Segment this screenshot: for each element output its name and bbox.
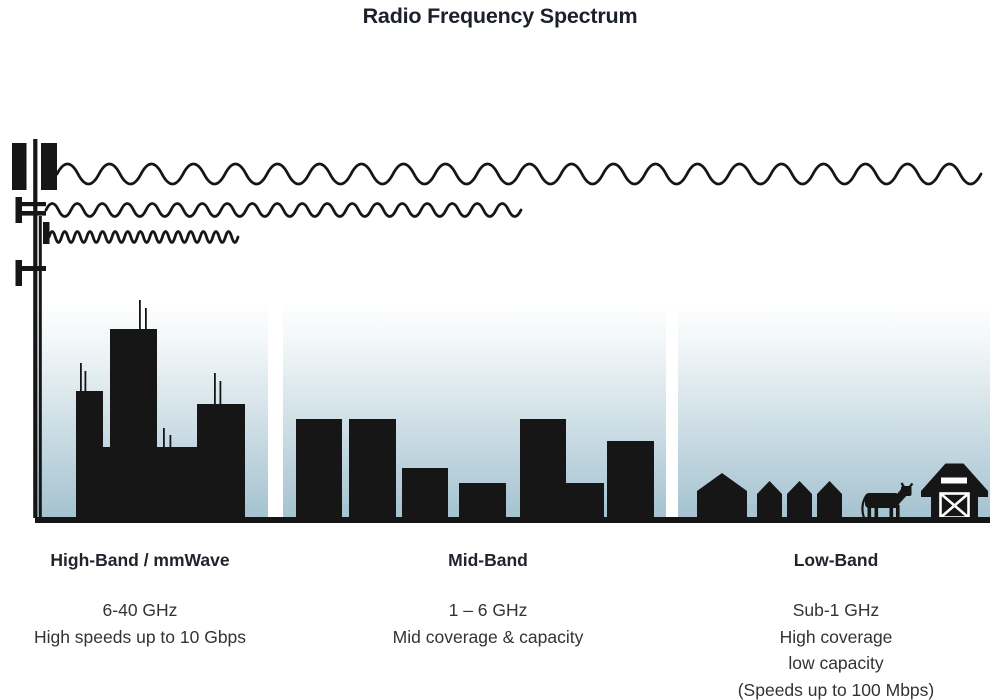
band-detail-line: Mid coverage & capacity xyxy=(392,626,584,647)
band-label-low-band: Low-Band Sub-1 GHz High coverage low capac… xyxy=(691,549,981,700)
band-details: Sub-1 GHz High coverage low capacity (Speed… xyxy=(691,597,981,700)
high-band-buildings xyxy=(76,300,245,519)
mid-band-sky xyxy=(283,302,666,519)
band-label-mid-band: Mid-Band 1 – 6 GHz Mid coverage & capacit… xyxy=(363,549,613,650)
building-antenna xyxy=(84,371,87,392)
ground-line xyxy=(35,517,990,523)
band-detail-line: 6-40 GHz xyxy=(102,600,178,620)
radio-waves xyxy=(44,162,983,244)
building xyxy=(459,483,506,519)
band-detail-line: (Speeds up to 100 Mbps) xyxy=(737,679,935,700)
building xyxy=(566,483,604,519)
medium-wavelength-wave xyxy=(44,202,523,218)
long-wavelength-wave xyxy=(55,162,983,186)
band-detail-line: High speeds up to 10 Gbps xyxy=(33,626,247,647)
mid-band-buildings xyxy=(296,419,654,519)
building xyxy=(197,404,245,519)
band-heading: High-Band / mmWave xyxy=(50,550,230,570)
building-antenna xyxy=(163,428,165,448)
building xyxy=(76,391,103,519)
spectrum-canvas xyxy=(12,139,990,523)
houses-icon xyxy=(697,473,842,519)
building xyxy=(402,468,448,519)
band-detail-line: High coverage xyxy=(779,626,893,647)
band-details: 1 – 6 GHz Mid coverage & capacity xyxy=(363,597,613,650)
band-detail-line: Sub-1 GHz xyxy=(792,600,880,620)
building-antenna xyxy=(214,373,216,405)
band-label-high-band: High-Band / mmWave 6-40 GHz High speeds u… xyxy=(15,549,265,650)
building-antenna xyxy=(139,300,141,330)
building xyxy=(607,441,654,519)
band-detail-line: 1 – 6 GHz xyxy=(448,600,528,620)
band-details: 6-40 GHz High speeds up to 10 Gbps xyxy=(15,597,265,650)
short-wavelength-wave xyxy=(47,230,240,244)
band-heading: Low-Band xyxy=(793,550,879,570)
building-antenna xyxy=(169,435,172,448)
building xyxy=(110,329,157,519)
page-title: Radio Frequency Spectrum xyxy=(362,4,638,28)
building xyxy=(349,419,396,519)
cow-icon xyxy=(861,482,914,519)
building-antenna xyxy=(80,363,82,392)
building-antenna xyxy=(219,381,222,405)
cell-tower-icon xyxy=(12,139,57,518)
building xyxy=(520,419,566,519)
building xyxy=(296,419,342,519)
band-heading: Mid-Band xyxy=(448,550,528,570)
building-antenna xyxy=(145,308,147,330)
band-detail-line: low capacity xyxy=(788,653,884,673)
